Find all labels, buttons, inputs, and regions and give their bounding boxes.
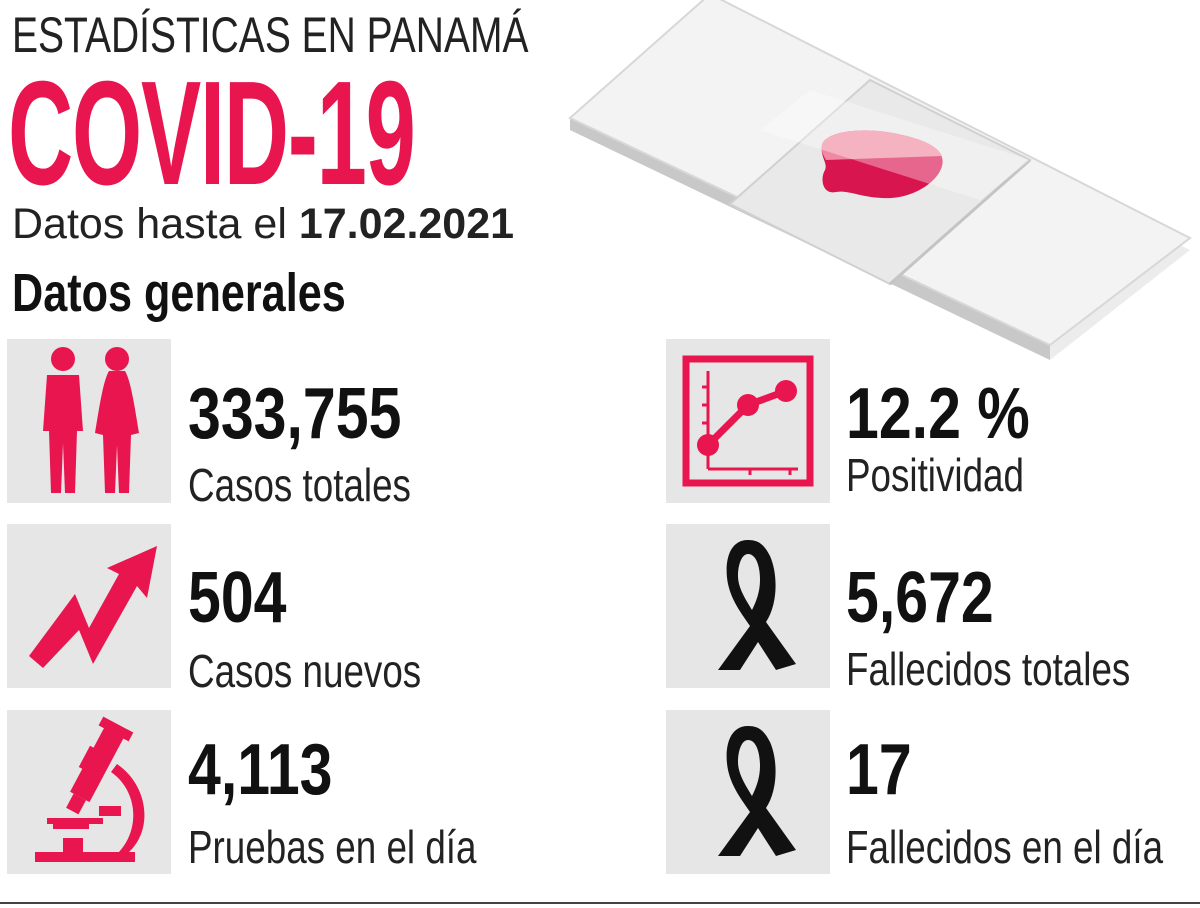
people-icon <box>43 347 139 493</box>
tests-day-label: Pruebas en el día <box>188 821 477 873</box>
microscope-slide-illustration <box>568 0 1192 360</box>
supertitle: ESTADÍSTICAS EN PANAMÁ <box>12 7 529 63</box>
deaths-total-label: Fallecidos totales <box>846 643 1131 695</box>
cases-new-value: 504 <box>188 558 287 638</box>
date-line: Datos hasta el 17.02.2021 <box>12 200 514 249</box>
positivity-label: Positividad <box>846 449 1024 501</box>
positivity-value: 12.2 % <box>846 374 1030 454</box>
bottom-rule <box>0 902 1200 904</box>
date-prefix: Datos hasta el <box>12 200 287 248</box>
date-value: 17.02.2021 <box>298 200 515 248</box>
trend-arrow-icon <box>29 546 157 668</box>
trend-arrow-icon-tile <box>7 524 171 688</box>
people-icon-tile <box>7 339 171 503</box>
ribbon-icon <box>718 726 796 856</box>
line-chart-icon-tile <box>666 339 830 503</box>
deaths-total-value: 5,672 <box>846 558 994 638</box>
cases-new-label: Casos nuevos <box>188 645 422 697</box>
page-title: COVID-19 <box>8 51 416 216</box>
ribbon-icon <box>718 540 796 670</box>
cases-total-label: Casos totales <box>188 459 411 511</box>
section-title: Datos generales <box>12 263 346 323</box>
deaths-day-label: Fallecidos en el día <box>846 821 1164 873</box>
ribbon-icon-tile <box>666 710 830 874</box>
microscope-icon-tile <box>7 710 171 874</box>
tests-day-value: 4,113 <box>188 730 333 810</box>
cases-total-value: 333,755 <box>188 374 402 454</box>
ribbon-icon-tile <box>666 524 830 688</box>
line-chart-icon <box>682 355 814 487</box>
microscope-icon <box>35 716 145 862</box>
deaths-day-value: 17 <box>846 730 912 810</box>
